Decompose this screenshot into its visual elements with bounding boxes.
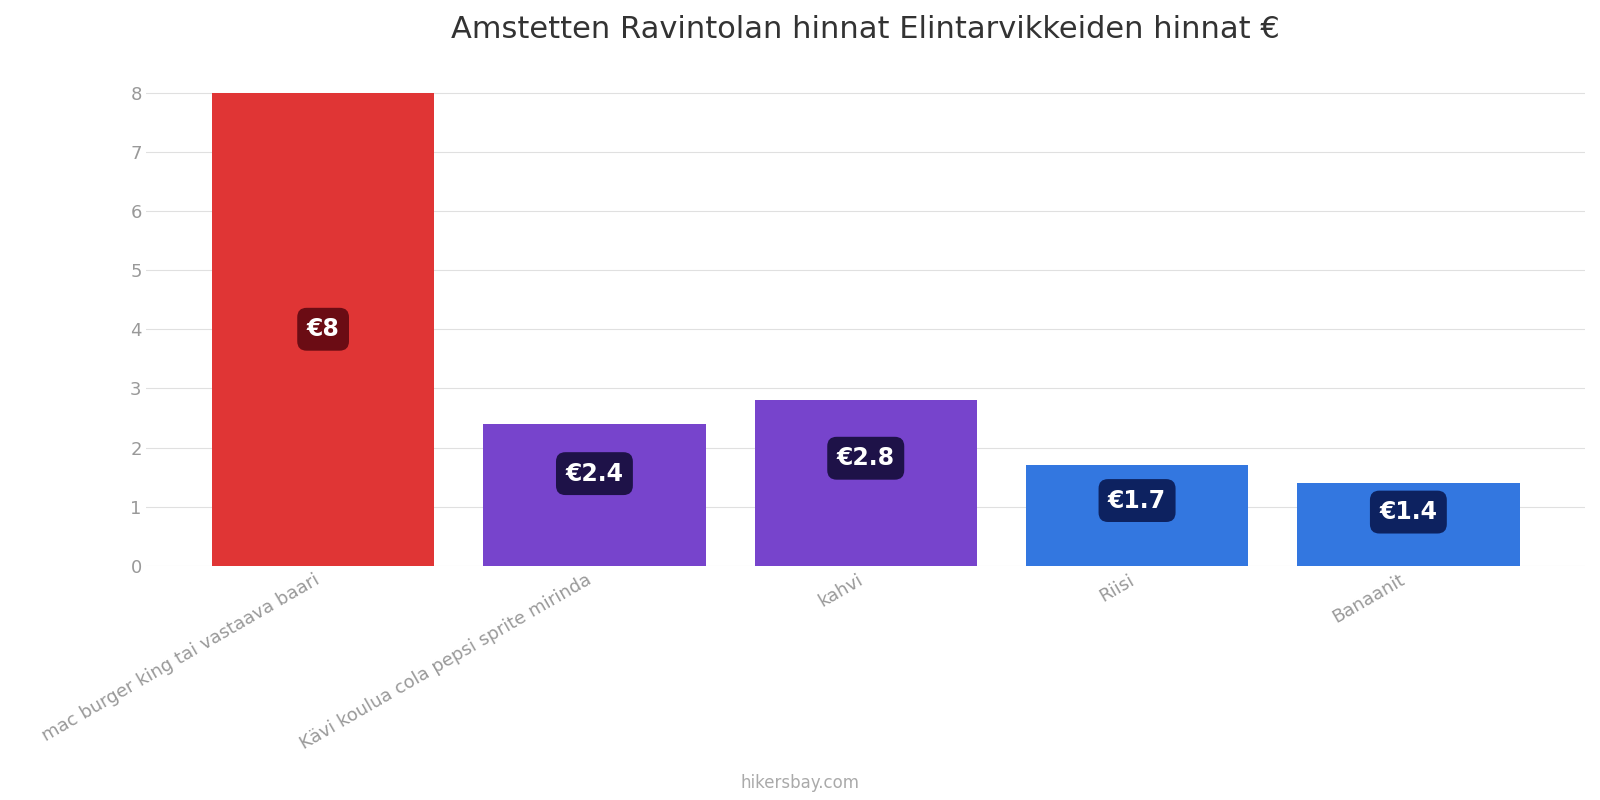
Text: €1.7: €1.7 bbox=[1107, 489, 1166, 513]
Bar bbox=[755, 400, 978, 566]
Bar bbox=[1026, 466, 1248, 566]
Title: Amstetten Ravintolan hinnat Elintarvikkeiden hinnat €: Amstetten Ravintolan hinnat Elintarvikke… bbox=[451, 15, 1280, 44]
Text: €8: €8 bbox=[307, 318, 339, 342]
Text: €1.4: €1.4 bbox=[1379, 500, 1437, 524]
Bar bbox=[211, 93, 434, 566]
Text: hikersbay.com: hikersbay.com bbox=[741, 774, 859, 792]
Bar bbox=[1298, 483, 1520, 566]
Bar bbox=[483, 424, 706, 566]
Text: €2.8: €2.8 bbox=[837, 446, 894, 470]
Text: €2.4: €2.4 bbox=[565, 462, 624, 486]
